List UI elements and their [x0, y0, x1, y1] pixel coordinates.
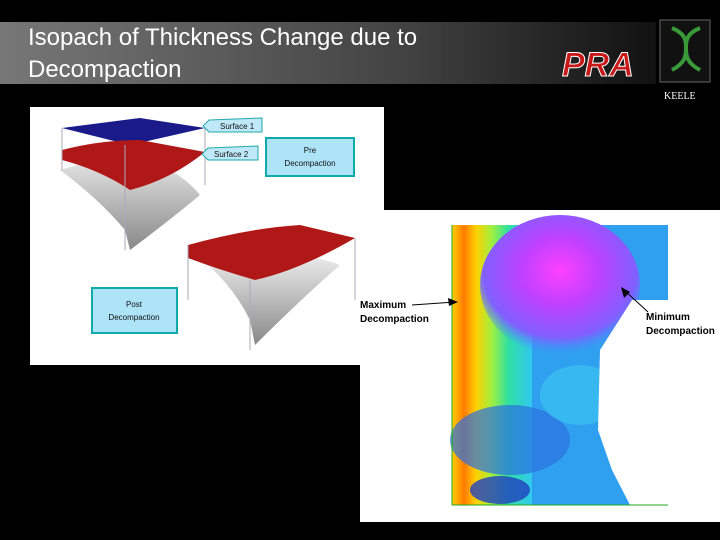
label: Decompaction — [108, 313, 159, 322]
label-box — [265, 137, 355, 177]
annotation: Minimum — [646, 312, 690, 323]
header-bar — [0, 22, 656, 84]
label: Post — [126, 300, 143, 309]
title: Isopach of Thickness Change due to — [28, 24, 417, 51]
contour-map — [450, 215, 668, 506]
annotation: Decompaction — [360, 314, 429, 325]
annotation: Maximum — [360, 300, 406, 311]
surfaces-post — [187, 225, 356, 350]
dna-icon — [670, 26, 702, 72]
label-box — [201, 145, 259, 161]
annotation: Decompaction — [646, 326, 715, 337]
logo: PRA — [562, 46, 634, 84]
surfaces-pre — [60, 118, 206, 250]
label: Pre — [304, 146, 317, 155]
label: Decompaction — [284, 159, 335, 168]
title: Decompaction — [28, 56, 181, 83]
label-box — [91, 287, 178, 334]
arrowhead — [448, 298, 458, 306]
label: Surface 2 — [214, 150, 249, 159]
arrow — [411, 301, 456, 306]
label-box — [202, 117, 263, 133]
arrowhead — [621, 287, 630, 298]
caption: KEELE — [664, 91, 696, 102]
label: Surface 1 — [220, 122, 255, 131]
